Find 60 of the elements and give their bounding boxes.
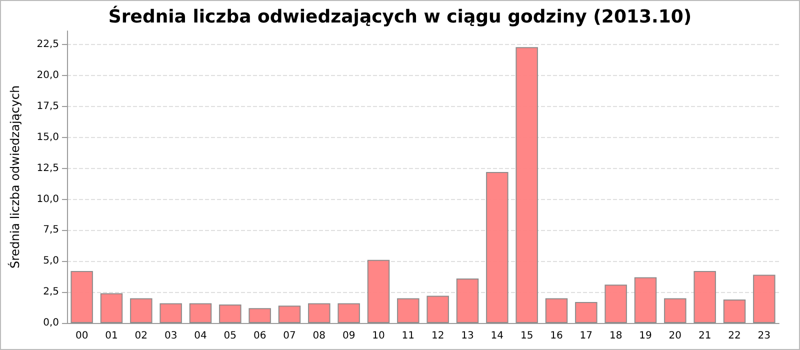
y-tick-label: 20,0 — [36, 70, 59, 82]
bar — [189, 303, 212, 323]
y-tick-label: 7,5 — [43, 224, 59, 236]
bar — [634, 277, 657, 323]
x-tick-label: 10 — [372, 330, 385, 342]
x-tick-label: 16 — [550, 330, 563, 342]
x-tick-label: 20 — [668, 330, 682, 342]
y-tick-label: 2,5 — [43, 286, 59, 298]
x-tick-label: 09 — [342, 330, 356, 342]
y-axis-title: Średnia liczba odwiedzających — [7, 85, 22, 269]
bar — [664, 298, 686, 323]
x-tick-label: 03 — [164, 330, 178, 342]
bar — [604, 284, 627, 323]
x-tick-label: 12 — [431, 330, 444, 342]
chart-title: Średnia liczba odwiedzających w ciągu godziny (2013.10) — [108, 6, 692, 28]
bar — [426, 296, 449, 323]
x-tick-label: 18 — [609, 330, 622, 342]
bar — [456, 278, 479, 323]
x-tick-label: 04 — [194, 330, 207, 342]
y-tick-label: 22,5 — [36, 39, 59, 50]
x-tick-label: 15 — [520, 330, 534, 342]
bar — [486, 172, 508, 323]
x-tick-label: 19 — [639, 330, 652, 342]
x-tick-label: 21 — [698, 330, 712, 342]
x-tick-label: 06 — [253, 330, 266, 342]
bar — [575, 302, 598, 323]
bar — [278, 306, 301, 323]
x-tick-label: 22 — [728, 330, 741, 342]
bar — [367, 260, 390, 323]
bar — [130, 298, 152, 323]
bar — [723, 299, 746, 323]
x-tick-label: 13 — [461, 330, 474, 342]
x-tick-label: 01 — [105, 330, 118, 342]
bar — [100, 293, 123, 323]
bar — [338, 303, 360, 323]
bar — [753, 274, 776, 323]
bar — [397, 298, 420, 323]
x-tick-label: 07 — [283, 330, 296, 342]
y-tick-label: 10,0 — [36, 194, 59, 205]
y-tick-label: 12,5 — [36, 162, 59, 174]
y-tick-label: 0,0 — [43, 318, 59, 328]
x-tick-label: 11 — [402, 330, 415, 342]
y-tick-label: 5,0 — [43, 256, 59, 267]
bar — [248, 308, 271, 323]
bar — [308, 303, 330, 323]
x-tick-label: 02 — [134, 330, 148, 342]
y-tick-label: 17,5 — [36, 100, 59, 112]
x-tick-label: 05 — [224, 330, 237, 342]
bar — [219, 304, 242, 323]
bar — [160, 303, 182, 323]
x-tick-label: 23 — [758, 330, 771, 342]
bar — [694, 271, 716, 323]
bar — [70, 271, 93, 323]
x-tick-label: 14 — [490, 330, 504, 342]
x-tick-label: 08 — [312, 330, 326, 342]
x-tick-label: 00 — [75, 330, 88, 342]
bar — [545, 298, 568, 323]
bar — [516, 47, 538, 323]
y-tick-label: 15,0 — [36, 132, 59, 143]
x-tick-label: 17 — [580, 330, 593, 342]
